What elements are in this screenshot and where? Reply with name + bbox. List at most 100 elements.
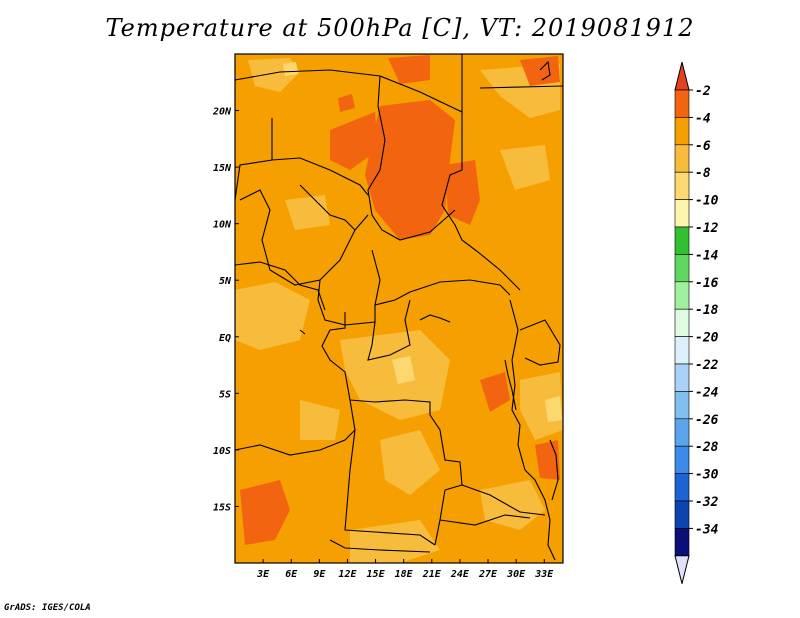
lon-tick-label: 24E (450, 569, 470, 580)
colorbar-swatch (674, 473, 690, 502)
lon-tick-label: 9E (313, 569, 326, 580)
border-line (371, 249, 511, 306)
lon-tick-label: 18E (395, 569, 414, 580)
contour-region (338, 94, 355, 112)
lon-tick-label: 21E (422, 569, 442, 580)
colorbar-swatch (674, 117, 690, 146)
colorbar-label: -6 (695, 139, 711, 154)
contour-region (300, 400, 340, 440)
colorbar-swatch (674, 500, 690, 529)
border-line (479, 85, 564, 89)
contour-region (350, 520, 440, 563)
colorbar-label: -20 (695, 331, 719, 346)
colorbar-swatch (674, 336, 690, 365)
lon-tick-label: 6E (285, 569, 298, 580)
colorbar-swatch (674, 363, 690, 392)
contour-region (480, 372, 510, 412)
border-line (439, 514, 531, 526)
map-frame (234, 53, 564, 564)
colorbar-swatch (674, 199, 690, 228)
lat-tick-label: 10N (213, 220, 232, 231)
coast-line (504, 359, 517, 411)
colorbar: -2 -4 -6 -8 -10 -12 -14 -16 -18 -20 -22 -24 -26 -28 -3… (674, 61, 719, 584)
border-line (519, 319, 561, 366)
colorbar-swatch (674, 89, 690, 118)
border-line (299, 184, 356, 231)
lon-tick-label: 3E (256, 569, 270, 580)
colorbar-label: -22 (695, 358, 719, 373)
border-line (239, 189, 369, 286)
lat-tick-label: EQ (219, 333, 231, 344)
colorbar-top-arrow (674, 61, 690, 91)
colorbar-label: -4 (695, 111, 711, 126)
colorbar-swatch (674, 171, 690, 200)
border-line (367, 75, 456, 241)
warm-contours-dark (240, 55, 560, 545)
contour-region (283, 62, 298, 76)
contour-region (445, 160, 480, 225)
contour-region (340, 330, 450, 420)
colorbar-swatch (674, 445, 690, 474)
contour-region (520, 372, 563, 440)
map-plot-area (234, 53, 564, 564)
colorbar-swatch (674, 528, 690, 557)
contour-region (365, 100, 455, 240)
contour-region (545, 396, 562, 422)
colorbar-swatch (674, 281, 690, 310)
lat-tick-label: 15S (213, 502, 231, 513)
border-line (539, 60, 551, 81)
border-line (461, 484, 546, 516)
border-line (349, 399, 463, 546)
colorbar-swatch (674, 144, 690, 173)
colorbar-label: -18 (695, 303, 719, 318)
border-line (271, 157, 369, 196)
contour-region (330, 112, 378, 170)
colorbar-label: -12 (695, 221, 719, 236)
border-line (234, 429, 356, 456)
border-line (234, 118, 273, 201)
contour-region (380, 430, 440, 495)
contour-region (500, 145, 550, 190)
border-line (367, 299, 411, 361)
colorbar-label: -28 (695, 440, 719, 455)
colorbar-swatch (674, 226, 690, 255)
warm-contours-light (235, 58, 563, 563)
colorbar-swatch (674, 418, 690, 447)
colorbar-label: -32 (695, 495, 719, 510)
contour-region (392, 356, 415, 384)
lat-tick-label: 5S (219, 389, 231, 400)
contour-region (388, 55, 430, 84)
colorbar-label: -24 (695, 385, 719, 400)
colorbar-label: -26 (695, 413, 719, 428)
border-line (441, 112, 521, 291)
country-borders (234, 54, 564, 561)
map-title: Temperature at 500hPa [C], VT: 201908191… (105, 14, 695, 42)
colorbar-swatch (674, 308, 690, 337)
coast-line (299, 329, 306, 335)
colorbar-label: -14 (695, 248, 719, 263)
grads-credit: GrADS: IGES/COLA (4, 603, 91, 613)
contour-region (520, 56, 560, 86)
warm-contours-pale (283, 62, 562, 422)
border-line (329, 539, 431, 553)
border-line (321, 312, 351, 401)
colorbar-bottom-arrow (674, 555, 690, 584)
contour-region (235, 282, 310, 350)
colorbar-label: -2 (695, 84, 711, 99)
colorbar-label: -16 (695, 276, 719, 291)
coast-line (549, 439, 559, 501)
border-line (524, 469, 556, 561)
border-line (317, 279, 376, 326)
lon-tick-label: 33E (534, 569, 554, 580)
lat-tick-label: 15N (213, 163, 232, 174)
colorbar-swatch (674, 391, 690, 420)
lon-tick-label: 27E (478, 569, 498, 580)
lat-tick-label: 5N (219, 276, 232, 287)
lat-tick-label: 20N (212, 107, 232, 118)
contour-region (240, 480, 290, 545)
coast-line (419, 314, 451, 323)
latitude-axis: 20N 15N 10N 5N EQ 5S 10S 15S (212, 107, 239, 513)
lon-tick-label: 12E (338, 569, 357, 580)
lat-tick-label: 10S (213, 446, 231, 457)
